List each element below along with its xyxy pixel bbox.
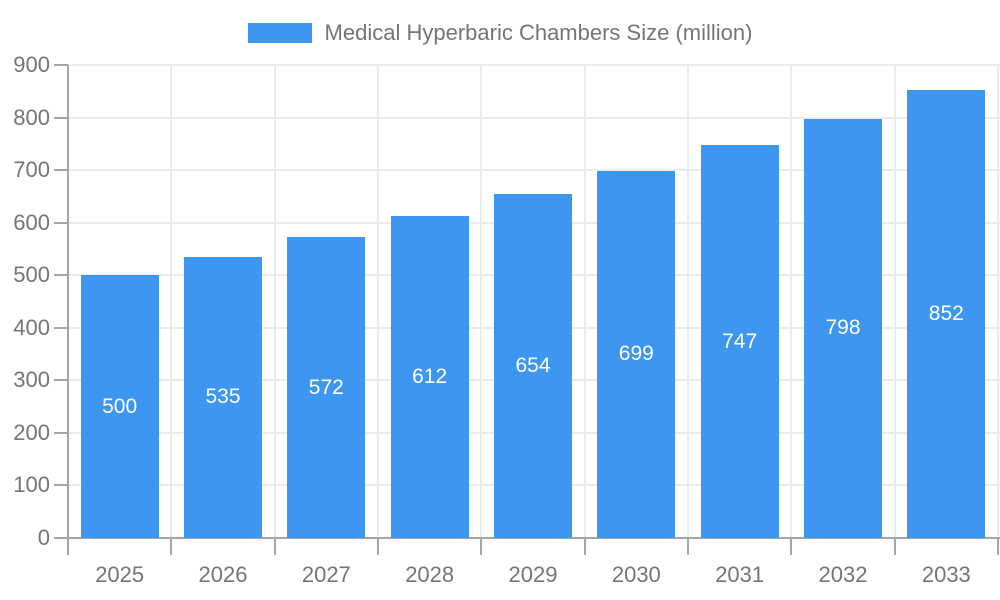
legend-label: Medical Hyperbaric Chambers Size (millio… [324, 20, 753, 45]
x-tick [687, 538, 689, 555]
x-axis-label-2029: 2029 [508, 562, 558, 587]
bar-value-label: 654 [515, 354, 551, 378]
x-tick [377, 538, 379, 555]
x-tick [273, 538, 276, 555]
bar-2027[interactable] [287, 237, 366, 538]
bar-2028[interactable] [390, 216, 469, 538]
x-axis-line [54, 537, 1000, 539]
bar-value-label: 500 [102, 394, 138, 418]
gridline-h [68, 169, 1000, 172]
y-tick [54, 64, 68, 66]
y-tick [54, 484, 68, 487]
x-axis-label-2031: 2031 [715, 562, 765, 587]
y-axis-line [67, 65, 69, 555]
y-tick [54, 274, 68, 277]
bar-value-label: 572 [308, 375, 344, 399]
x-axis-label-2025: 2025 [95, 562, 145, 587]
x-tick [997, 538, 999, 555]
bar-2032[interactable] [804, 118, 882, 538]
x-tick [170, 538, 173, 555]
bar-value-label: 852 [928, 302, 964, 326]
y-tick [54, 116, 68, 119]
gridline-v [377, 65, 379, 538]
y-axis-label: 600 [13, 209, 50, 235]
x-axis-label-2026: 2026 [198, 562, 248, 587]
y-axis-label: 500 [13, 262, 50, 288]
legend-swatch [247, 23, 312, 43]
y-tick [54, 431, 68, 434]
gridline-v [480, 65, 483, 538]
y-tick [54, 169, 68, 172]
y-axis-label: 900 [13, 52, 50, 77]
x-tick [480, 538, 483, 555]
y-axis-label: 800 [13, 104, 50, 130]
gridline-h [68, 116, 1000, 119]
y-tick [54, 379, 68, 382]
y-axis-label: 0 [37, 525, 50, 550]
bar-2030[interactable] [597, 170, 676, 538]
x-axis-label-2027: 2027 [301, 562, 351, 587]
x-axis-label-2033: 2033 [921, 562, 971, 587]
bar-2031[interactable] [700, 145, 779, 538]
gridline-v [583, 65, 586, 538]
y-axis-label: 300 [13, 367, 50, 393]
y-axis-label: 100 [13, 472, 50, 498]
bar-2025[interactable] [80, 275, 159, 538]
x-axis-label-2032: 2032 [818, 562, 868, 587]
gridline-h [68, 64, 1000, 66]
x-tick [583, 538, 586, 555]
y-axis-label: 700 [13, 157, 50, 183]
bar-value-label: 535 [205, 385, 241, 409]
gridline-v [273, 65, 276, 538]
x-axis-label-2028: 2028 [405, 562, 455, 587]
legend[interactable]: Medical Hyperbaric Chambers Size (millio… [0, 21, 1000, 45]
bar-value-label: 798 [825, 316, 861, 340]
y-axis-label: 200 [13, 419, 50, 445]
bar-value-label: 747 [722, 329, 758, 353]
x-tick [790, 538, 793, 555]
x-axis-label-2030: 2030 [611, 562, 661, 587]
bar-value-label: 612 [412, 365, 448, 389]
gridline-v [687, 65, 689, 538]
bar-2026[interactable] [184, 256, 262, 538]
y-tick [54, 221, 68, 224]
gridline-v [790, 65, 793, 538]
bar-2029[interactable] [494, 194, 572, 538]
y-tick [54, 326, 68, 329]
bar-2033[interactable] [907, 90, 986, 538]
x-tick [893, 538, 896, 555]
bar-value-label: 699 [618, 342, 654, 366]
y-axis-label: 400 [13, 314, 50, 340]
gridline-v [997, 65, 999, 538]
gridline-v [170, 65, 173, 538]
gridline-v [893, 65, 896, 538]
